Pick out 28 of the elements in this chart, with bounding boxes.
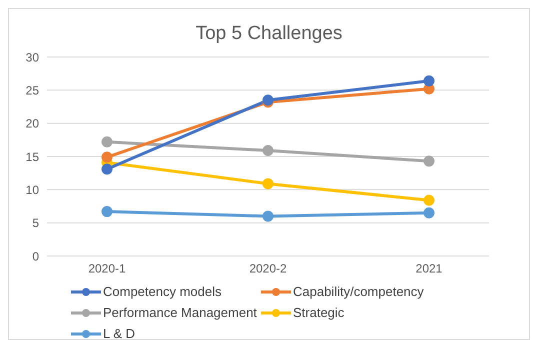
point — [102, 152, 112, 163]
legend-label: L & D — [103, 326, 136, 341]
point — [424, 83, 434, 94]
y-tick-label: 20 — [26, 116, 40, 131]
legend-label: Strategic — [293, 305, 344, 320]
legend-label: Competency models — [103, 284, 222, 299]
x-tick-label: 2021 — [416, 262, 443, 276]
point — [424, 75, 434, 86]
x-tick-label: 2020-2 — [249, 262, 288, 276]
point — [262, 210, 274, 222]
legend-label: Capability/competency — [293, 284, 424, 299]
point — [424, 156, 434, 167]
y-tick-label: 10 — [26, 182, 40, 197]
chart-title: Top 5 Challenges — [194, 22, 344, 46]
point — [424, 207, 434, 218]
x-tick-label: 2020-1 — [88, 262, 126, 276]
y-tick-label: 15 — [26, 150, 40, 164]
y-tick-label: 30 — [26, 50, 40, 64]
point — [424, 194, 434, 206]
point — [102, 164, 112, 175]
legend-label: Performance Management — [103, 305, 257, 320]
y-tick-label: 5 — [32, 216, 40, 230]
point — [262, 178, 274, 190]
point — [102, 206, 112, 218]
point — [262, 145, 274, 156]
point — [102, 136, 112, 148]
y-tick-label: 25 — [26, 83, 40, 98]
y-tick-label: 0 — [32, 249, 40, 264]
